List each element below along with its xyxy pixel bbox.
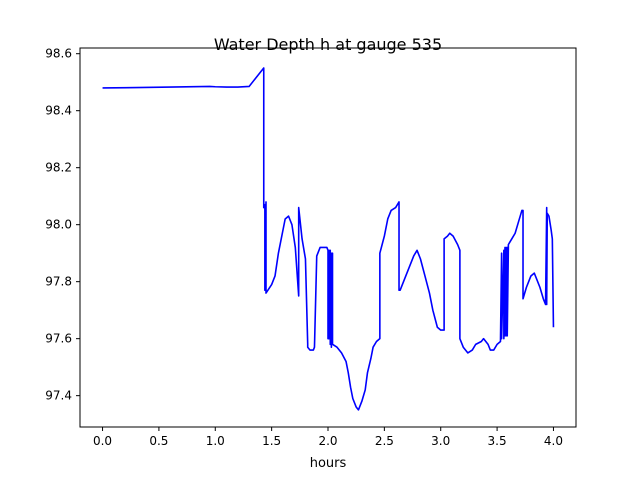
x-tick-label: 0.5 [149, 434, 168, 448]
series-line-0 [102, 67, 555, 411]
plot-layer [102, 67, 555, 411]
x-tick-label: 1.0 [206, 434, 225, 448]
x-tick-label: 3.0 [431, 434, 450, 448]
y-tick-label: 98.4 [45, 104, 72, 118]
x-tick-label: 2.0 [318, 434, 337, 448]
chart-title: Water Depth h at gauge 535 [214, 35, 442, 54]
y-axis: 97.4 97.6 97.8 98.0 98.2 98.4 98.6 [45, 47, 80, 403]
y-tick-label: 97.4 [45, 389, 72, 403]
x-axis-label: hours [310, 456, 347, 471]
x-tick-label: 1.5 [262, 434, 281, 448]
x-tick-label: 3.5 [488, 434, 507, 448]
y-tick-label: 98.6 [45, 47, 72, 61]
x-tick-label: 0.0 [93, 434, 112, 448]
x-axis: 0.0 0.5 1.0 1.5 2.0 2.5 3.0 3.5 4.0 [93, 427, 563, 448]
y-tick-label: 97.8 [45, 275, 72, 289]
y-tick-label: 98.0 [45, 218, 72, 232]
x-tick-label: 4.0 [544, 434, 563, 448]
y-tick-label: 97.6 [45, 332, 72, 346]
y-tick-label: 98.2 [45, 161, 72, 175]
x-tick-label: 2.5 [375, 434, 394, 448]
